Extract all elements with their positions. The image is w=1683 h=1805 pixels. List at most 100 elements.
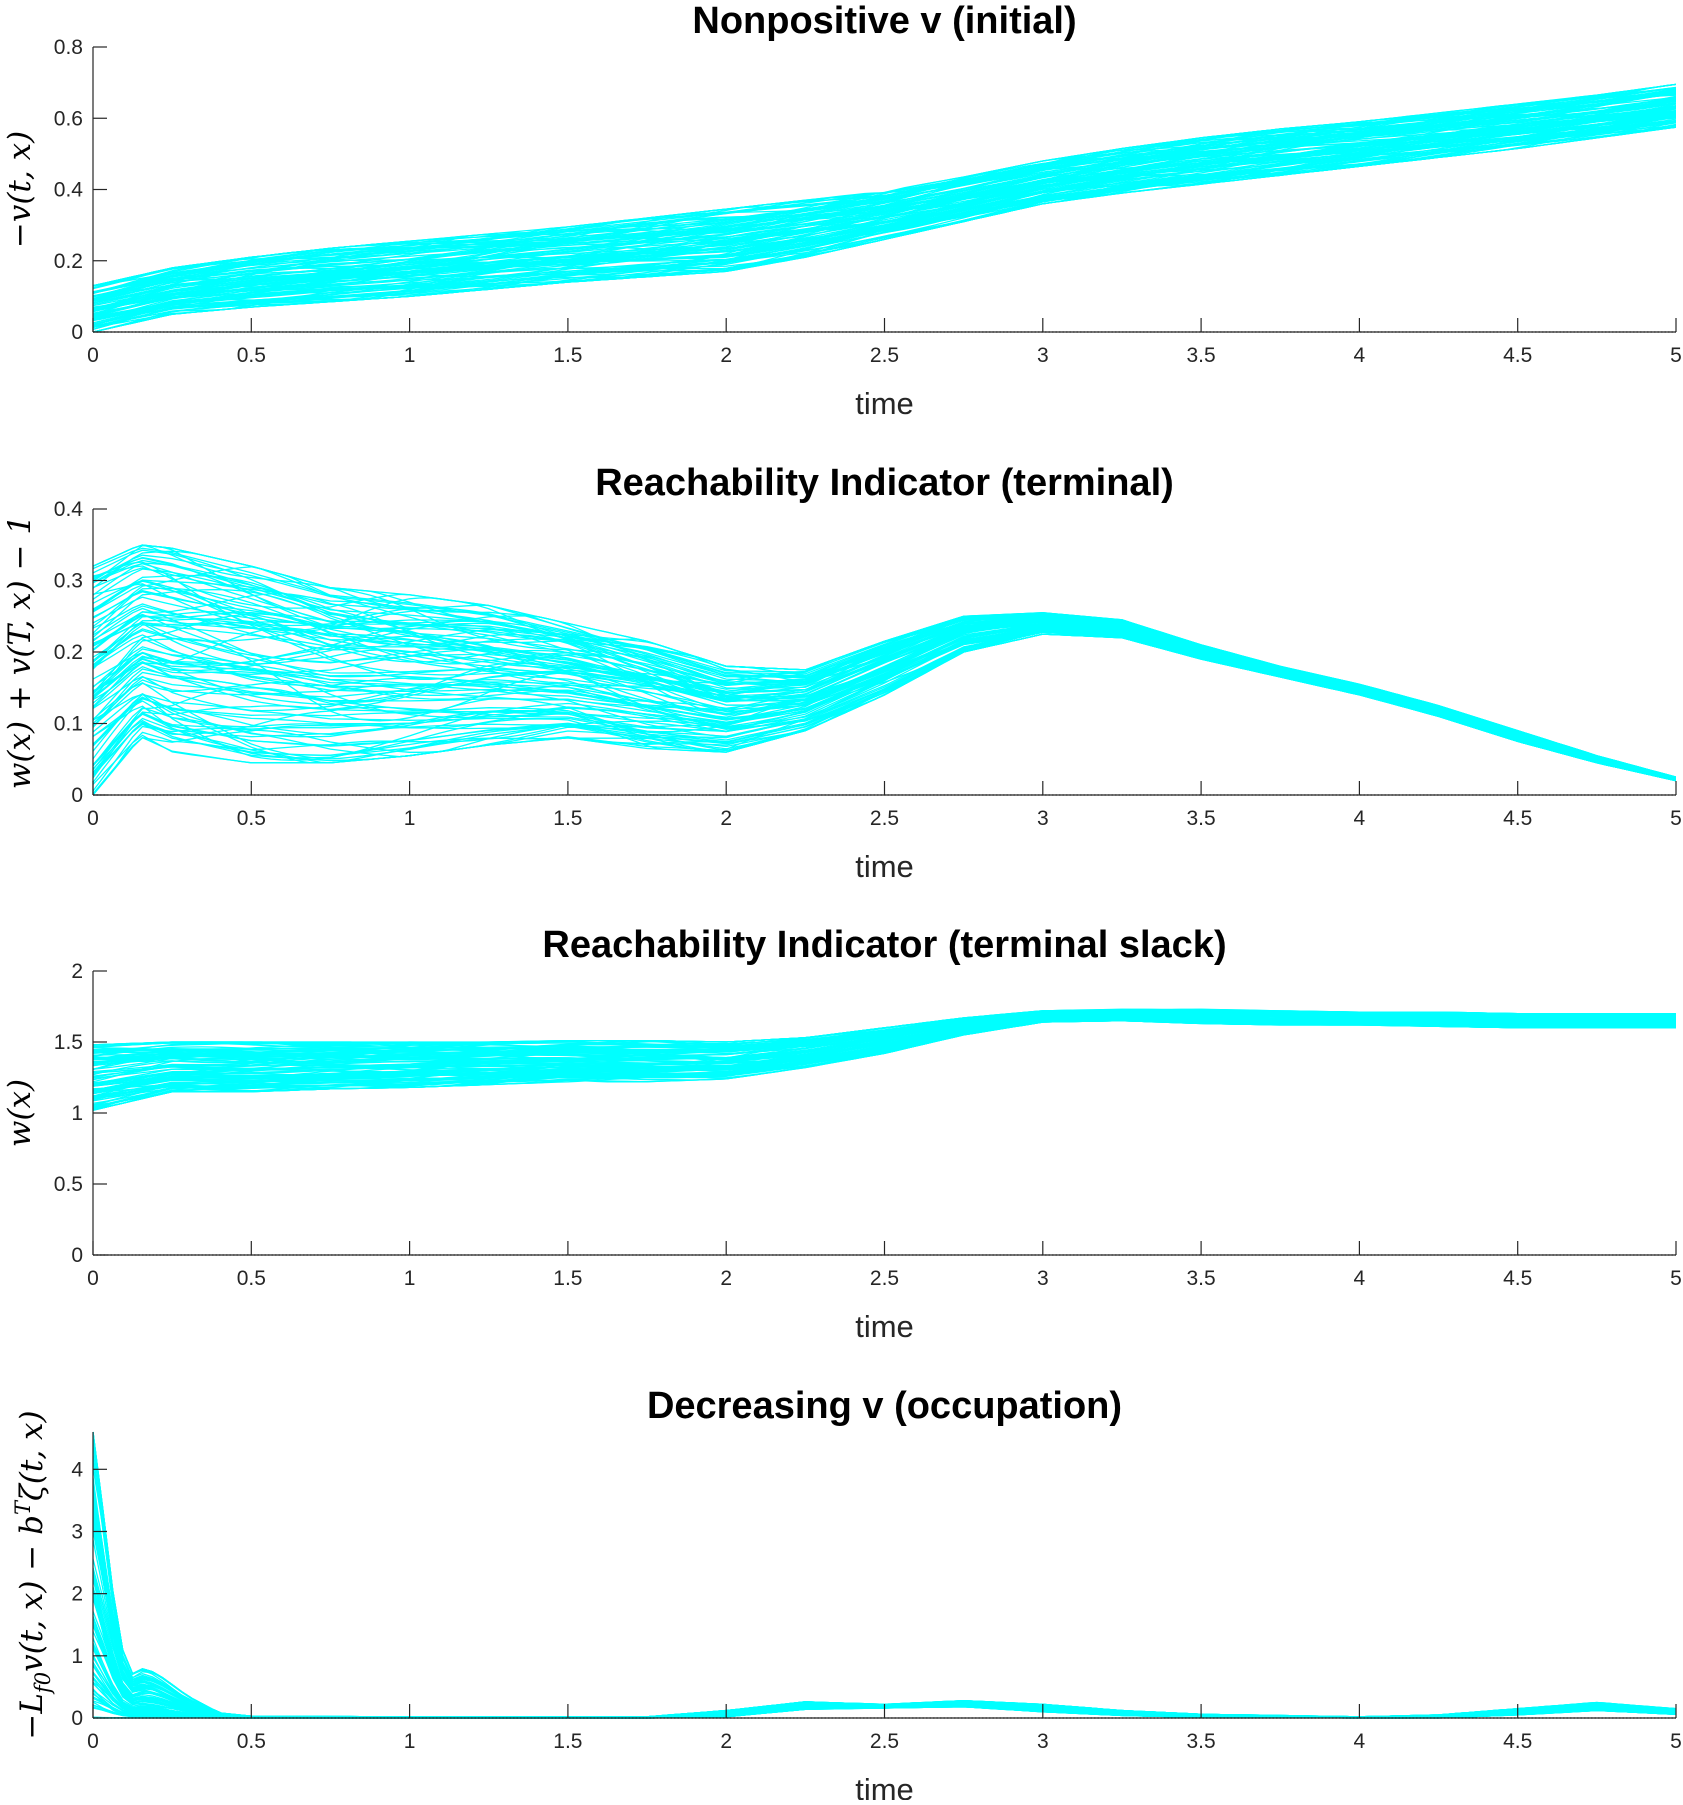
trajectory-line bbox=[93, 1616, 1676, 1718]
trajectory-line bbox=[93, 113, 1676, 327]
trajectory-line bbox=[93, 1018, 1676, 1111]
panel-3: 0 0.5 1 1.5 2 2.5 3 3.5 4 4.5 5 0 0.5 1 1.5 2 Reachabili… bbox=[2, 924, 1682, 1344]
trajectory-line bbox=[93, 1597, 1676, 1719]
trajectory-line bbox=[93, 1497, 1676, 1718]
trajectory-line bbox=[93, 1438, 1676, 1718]
trajectory-line bbox=[93, 1455, 1676, 1718]
trajectory-line bbox=[93, 1011, 1676, 1074]
trajectory-line bbox=[93, 1520, 1676, 1718]
trajectory-line bbox=[93, 1586, 1676, 1719]
panel-1: 0 0.5 1 1.5 2 2.5 3 3.5 4 4.5 5 0 0.2 0.4 0.6 0.8 Nonpos… bbox=[2, 0, 1682, 421]
x-tick-label: 3 bbox=[1037, 1267, 1049, 1290]
trajectory-line bbox=[93, 108, 1676, 309]
x-tick-label: 1 bbox=[404, 1267, 416, 1290]
trajectory-line bbox=[93, 1497, 1676, 1718]
curve-bundle bbox=[93, 83, 1676, 333]
trajectory-line bbox=[93, 563, 1676, 778]
trajectory-line bbox=[93, 1511, 1676, 1718]
trajectory-line bbox=[93, 1539, 1676, 1719]
x-tick-label: 1 bbox=[404, 1730, 416, 1753]
x-tick-label: 2 bbox=[720, 807, 732, 830]
y-tick-label: 0.8 bbox=[54, 36, 83, 59]
trajectory-line bbox=[93, 630, 1676, 781]
x-axis-label: time bbox=[855, 1772, 914, 1800]
trajectory-line bbox=[93, 1571, 1676, 1719]
y-axis-label: −v(t, x) bbox=[2, 131, 38, 248]
panel-2: 0 0.5 1 1.5 2 2.5 3 3.5 4 4.5 5 0 0.1 0.2 0.3 0.4 Reacha… bbox=[2, 462, 1682, 884]
trajectory-line bbox=[93, 613, 1676, 779]
trajectory-line bbox=[93, 90, 1676, 300]
trajectory-line bbox=[93, 100, 1676, 304]
y-tick-label: 0 bbox=[71, 1244, 83, 1267]
trajectory-line bbox=[93, 87, 1676, 287]
x-tick-label: 2.5 bbox=[870, 1267, 899, 1290]
trajectory-line bbox=[93, 1568, 1676, 1719]
x-tick-label: 5 bbox=[1670, 1730, 1682, 1753]
trajectory-line bbox=[93, 1458, 1676, 1718]
trajectory-line bbox=[93, 1491, 1676, 1718]
trajectory-line bbox=[93, 1616, 1676, 1719]
trajectory-line bbox=[93, 1477, 1676, 1718]
x-tick-label: 3 bbox=[1037, 344, 1049, 367]
x-tick-label: 1.5 bbox=[553, 1267, 582, 1290]
x-tick-label: 2.5 bbox=[870, 344, 899, 367]
x-tick-label: 1 bbox=[404, 807, 416, 830]
trajectory-line bbox=[93, 1618, 1676, 1719]
trajectory-line bbox=[93, 1442, 1676, 1719]
trajectory-line bbox=[93, 1482, 1676, 1718]
trajectory-line bbox=[93, 619, 1676, 779]
x-tick-label: 3 bbox=[1037, 807, 1049, 830]
trajectory-line bbox=[93, 589, 1676, 779]
trajectory-line bbox=[93, 1432, 1676, 1718]
x-tick-label: 2 bbox=[720, 1267, 732, 1290]
panel-4: 0 0.5 1 1.5 2 2.5 3 3.5 4 4.5 5 0 1 2 3 4 Decreasing v (… bbox=[11, 1385, 1682, 1805]
x-tick-label: 4 bbox=[1354, 1267, 1366, 1290]
x-tick-label: 4.5 bbox=[1503, 807, 1532, 830]
trajectory-line bbox=[93, 1506, 1676, 1718]
trajectory-line bbox=[93, 98, 1676, 304]
x-tick-label: 5 bbox=[1670, 344, 1682, 367]
trajectory-line bbox=[93, 102, 1676, 310]
trajectory-line bbox=[93, 1500, 1676, 1718]
trajectory-line bbox=[93, 1431, 1676, 1718]
trajectory-line bbox=[93, 1596, 1676, 1719]
x-tick-label: 2.5 bbox=[870, 1730, 899, 1753]
x-tick-label: 0 bbox=[87, 1267, 99, 1290]
trajectory-line bbox=[93, 579, 1676, 779]
trajectory-line bbox=[93, 1013, 1676, 1087]
trajectory-line bbox=[93, 1522, 1676, 1718]
y-tick-label: 3 bbox=[71, 1520, 83, 1543]
trajectory-line bbox=[93, 89, 1676, 289]
x-tick-label: 3.5 bbox=[1186, 1267, 1215, 1290]
trajectory-line bbox=[93, 1453, 1676, 1718]
x-tick-label: 0 bbox=[87, 1730, 99, 1753]
x-tick-label: 4.5 bbox=[1503, 1267, 1532, 1290]
trajectory-line bbox=[93, 631, 1676, 781]
x-tick-label: 2.5 bbox=[870, 807, 899, 830]
trajectory-line bbox=[93, 550, 1676, 779]
trajectory-line bbox=[93, 1593, 1676, 1719]
x-tick-label: 1.5 bbox=[553, 807, 582, 830]
y-axis-label: −Lf0v(t, x) − bTζ(t, x) bbox=[11, 1410, 55, 1739]
trajectory-line bbox=[93, 90, 1676, 287]
x-tick-label: 3.5 bbox=[1186, 807, 1215, 830]
trajectory-line bbox=[93, 544, 1676, 778]
trajectory-line bbox=[93, 92, 1676, 295]
x-axis-label: time bbox=[855, 1309, 914, 1344]
trajectory-line bbox=[93, 108, 1676, 319]
trajectory-line bbox=[93, 1611, 1676, 1719]
trajectory-line bbox=[93, 1496, 1676, 1718]
y-tick-label: 4 bbox=[71, 1458, 83, 1481]
x-tick-label: 2 bbox=[720, 1730, 732, 1753]
trajectory-line bbox=[93, 1597, 1676, 1718]
x-tick-label: 0.5 bbox=[237, 344, 266, 367]
trajectory-line bbox=[93, 1433, 1676, 1718]
trajectory-line bbox=[93, 112, 1676, 328]
trajectory-line bbox=[93, 1558, 1676, 1719]
y-tick-label: 0.4 bbox=[54, 498, 84, 521]
trajectory-line bbox=[93, 1598, 1676, 1719]
y-tick-label: 2 bbox=[71, 1583, 83, 1606]
trajectory-line bbox=[93, 1577, 1676, 1719]
